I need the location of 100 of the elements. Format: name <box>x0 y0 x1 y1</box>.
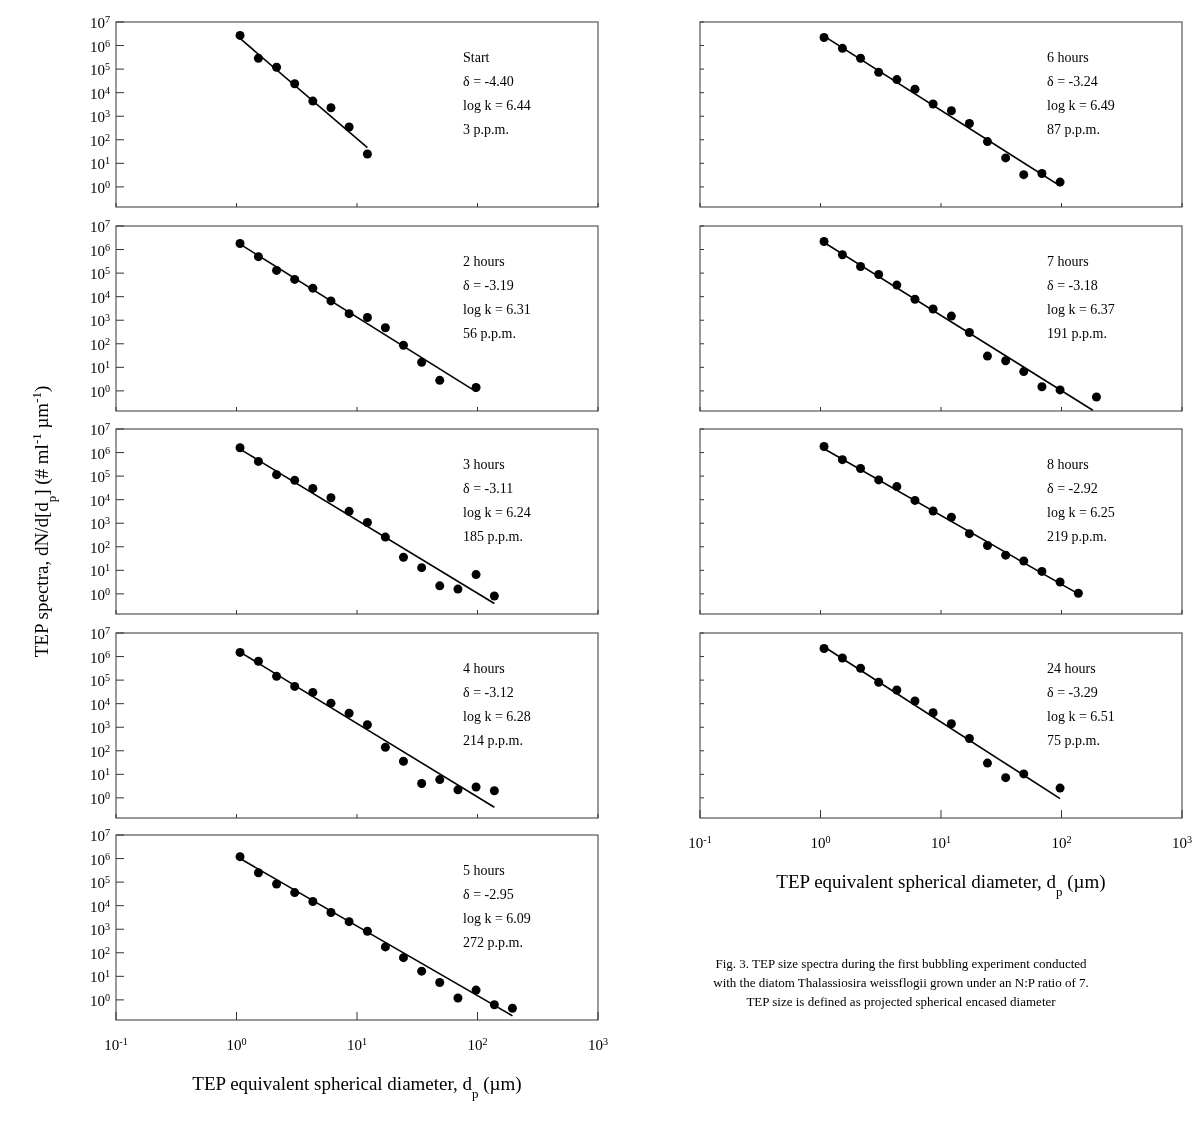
y-tick-label: 10$^{5}$ <box>89 264 110 283</box>
y-tick-label: 10$^{3}$ <box>89 718 110 737</box>
annotation: log k = 6.31 <box>463 302 531 317</box>
annotation: log k = 6.28 <box>463 709 531 724</box>
annotation: 87 p.p.m. <box>1047 122 1100 137</box>
point <box>489 786 499 796</box>
annotation: log k = 6.49 <box>1047 98 1115 113</box>
annotation: 4 hours <box>463 661 505 676</box>
annotation: 3 hours <box>463 457 505 472</box>
point <box>1019 170 1029 180</box>
point <box>435 977 445 987</box>
point <box>417 563 427 573</box>
x-tick-label: 10$^{3}$ <box>1171 833 1193 851</box>
point <box>380 742 390 752</box>
y-tick-label: 10$^{0}$ <box>89 789 110 807</box>
point <box>344 708 354 718</box>
annotation: δ = -3.12 <box>463 685 514 700</box>
point <box>453 584 463 594</box>
y-tick-label: 10$^{7}$ <box>89 624 110 642</box>
y-tick-label: 10$^{4}$ <box>89 491 110 509</box>
annotation: log k = 6.09 <box>463 911 531 926</box>
annotation: δ = -3.29 <box>1047 685 1098 700</box>
annotation: δ = -2.95 <box>463 887 514 902</box>
annotation: 185 p.p.m. <box>463 529 523 544</box>
x-tick-label: 10$^{-1}$ <box>688 833 712 851</box>
annotation: 5 hours <box>463 863 505 878</box>
annotation: 219 p.p.m. <box>1047 529 1107 544</box>
annotation: 3 p.p.m. <box>463 122 509 137</box>
y-tick-label: 10$^{5}$ <box>89 873 110 892</box>
y-tick-label: 10$^{3}$ <box>89 920 110 939</box>
annotation: δ = -4.40 <box>463 74 514 89</box>
point <box>398 552 408 562</box>
point <box>507 1003 517 1013</box>
y-tick-label: 10$^{3}$ <box>89 311 110 330</box>
point <box>435 375 445 385</box>
point <box>417 357 427 367</box>
point <box>380 323 390 333</box>
point <box>417 966 427 976</box>
annotation: 75 p.p.m. <box>1047 733 1100 748</box>
x-tick-label: 10$^{-1}$ <box>104 1035 128 1053</box>
x-tick-label: 10$^{0}$ <box>226 1035 247 1053</box>
annotation: δ = -2.92 <box>1047 481 1098 496</box>
y-tick-label: 10$^{7}$ <box>89 826 110 844</box>
y-tick-label: 10$^{0}$ <box>89 585 110 603</box>
annotation: 214 p.p.m. <box>463 733 523 748</box>
annotation: 272 p.p.m. <box>463 935 523 950</box>
y-tick-label: 10$^{6}$ <box>89 37 110 55</box>
x-axis-title: TEP equivalent spherical diameter, d$_{p}$ (µm) <box>192 1073 522 1101</box>
point <box>362 720 372 730</box>
y-tick-label: 10$^{4}$ <box>89 897 110 915</box>
y-tick-label: 10$^{6}$ <box>89 850 110 868</box>
y-tick-label: 10$^{0}$ <box>89 178 110 196</box>
caption: Fig. 3. TEP size spectra during the first bubbling experiment conducted with the diatom Thalassiosira weissflogii grown under an N:P ratio of 7. TEP size is defined as projected spherical encased diameter <box>713 956 1089 1009</box>
annotation: δ = -3.11 <box>463 481 514 496</box>
point <box>471 782 481 792</box>
y-tick-label: 10$^{4}$ <box>89 288 110 306</box>
annotation: 7 hours <box>1047 254 1089 269</box>
y-tick-label: 10$^{4}$ <box>89 84 110 102</box>
annotation: δ = -3.24 <box>1047 74 1098 89</box>
y-tick-label: 10$^{1}$ <box>89 154 110 173</box>
point <box>946 311 956 321</box>
point <box>362 313 372 323</box>
y-tick-label: 10$^{4}$ <box>89 695 110 713</box>
point <box>964 119 974 129</box>
y-tick-label: 10$^{7}$ <box>89 13 110 31</box>
annotation: log k = 6.25 <box>1047 505 1115 520</box>
y-tick-label: 10$^{2}$ <box>89 944 110 962</box>
y-tick-label: 10$^{6}$ <box>89 444 110 462</box>
point <box>1001 153 1011 163</box>
annotation: Start <box>463 50 490 65</box>
y-tick-label: 10$^{1}$ <box>89 765 110 784</box>
point <box>453 993 463 1003</box>
point <box>435 775 445 785</box>
point <box>308 483 318 493</box>
point <box>435 581 445 591</box>
point <box>819 442 829 452</box>
annotation: 6 hours <box>1047 50 1089 65</box>
annotation: 8 hours <box>1047 457 1089 472</box>
x-tick-label: 10$^{1}$ <box>346 1035 368 1053</box>
point <box>1001 356 1011 366</box>
annotation: log k = 6.44 <box>463 98 531 113</box>
y-tick-label: 10$^{6}$ <box>89 648 110 666</box>
point <box>235 30 245 40</box>
y-tick-label: 10$^{5}$ <box>89 60 110 79</box>
annotation: 191 p.p.m. <box>1047 326 1107 341</box>
point <box>489 591 499 601</box>
annotation: 24 hours <box>1047 661 1096 676</box>
point <box>946 719 956 729</box>
point <box>982 758 992 768</box>
annotation: δ = -3.19 <box>463 278 514 293</box>
y-tick-label: 10$^{1}$ <box>89 358 110 377</box>
annotation: log k = 6.37 <box>1047 302 1115 317</box>
point <box>471 570 481 580</box>
annotation: log k = 6.24 <box>463 505 531 520</box>
y-tick-label: 10$^{7}$ <box>89 217 110 235</box>
y-tick-label: 10$^{5}$ <box>89 467 110 486</box>
y-tick-label: 10$^{0}$ <box>89 382 110 400</box>
y-tick-label: 10$^{5}$ <box>89 671 110 690</box>
annotation: log k = 6.51 <box>1047 709 1115 724</box>
annotation: δ = -3.18 <box>1047 278 1098 293</box>
